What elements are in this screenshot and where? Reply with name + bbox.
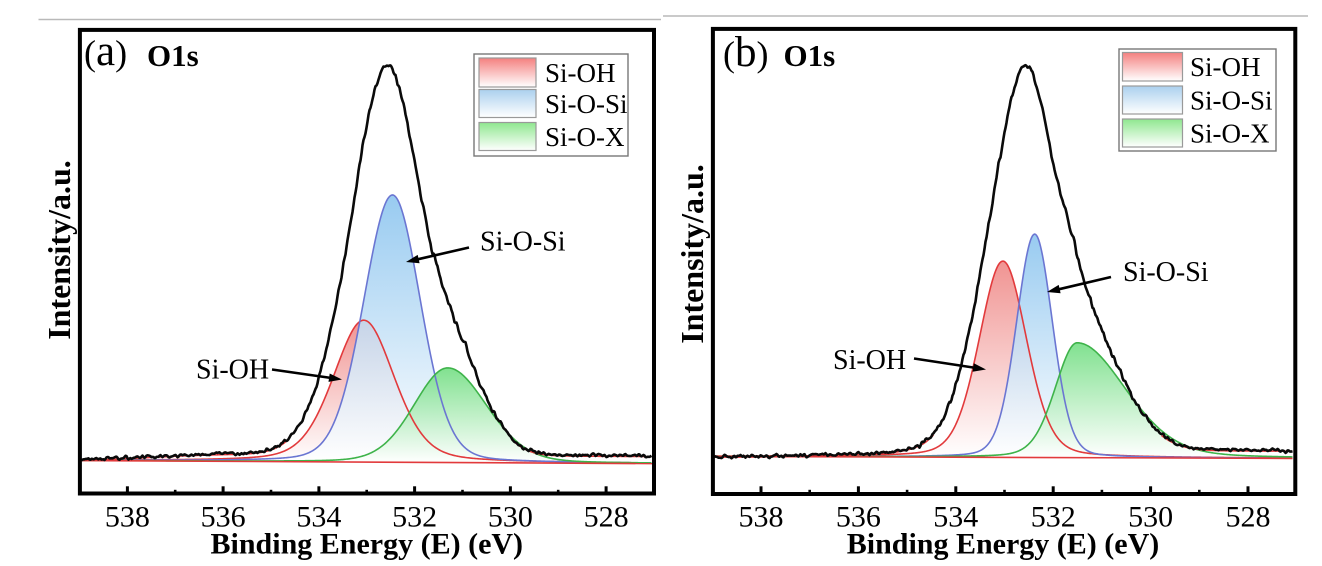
svg-text:Si-O-Si: Si-O-Si (545, 89, 628, 119)
svg-text:Si-O-Si: Si-O-Si (1190, 86, 1273, 116)
svg-text:Si-OH: Si-OH (545, 58, 616, 88)
svg-text:530: 530 (488, 501, 533, 534)
svg-text:Intensity/a.u.: Intensity/a.u. (41, 160, 77, 340)
svg-text:Si-O-Si: Si-O-Si (480, 227, 566, 258)
svg-text:(b): (b) (723, 29, 769, 76)
svg-text:Si-O-Si: Si-O-Si (1123, 257, 1209, 288)
svg-text:538: 538 (739, 501, 784, 534)
svg-text:Intensity/a.u.: Intensity/a.u. (674, 164, 710, 344)
svg-text:Binding Energy (E) (eV): Binding Energy (E) (eV) (211, 528, 524, 561)
svg-text:536: 536 (836, 501, 881, 534)
svg-text:532: 532 (392, 501, 437, 534)
svg-text:O1s: O1s (147, 38, 199, 73)
svg-text:Si-O-X: Si-O-X (545, 122, 625, 152)
svg-text:O1s: O1s (784, 38, 836, 73)
svg-text:536: 536 (201, 501, 246, 534)
svg-text:538: 538 (105, 501, 150, 534)
svg-text:Si-O-X: Si-O-X (1190, 119, 1270, 149)
svg-text:532: 532 (1031, 501, 1076, 534)
svg-text:528: 528 (584, 501, 629, 534)
svg-text:528: 528 (1226, 501, 1271, 534)
svg-text:Si-OH: Si-OH (1190, 52, 1261, 82)
svg-text:Si-OH: Si-OH (196, 355, 269, 386)
svg-text:Si-OH: Si-OH (833, 345, 906, 376)
svg-text:(a): (a) (84, 28, 127, 75)
svg-text:Binding Energy (E) (eV): Binding Energy (E) (eV) (847, 528, 1160, 561)
svg-text:534: 534 (933, 501, 978, 534)
svg-text:530: 530 (1128, 501, 1173, 534)
svg-text:534: 534 (296, 501, 341, 534)
